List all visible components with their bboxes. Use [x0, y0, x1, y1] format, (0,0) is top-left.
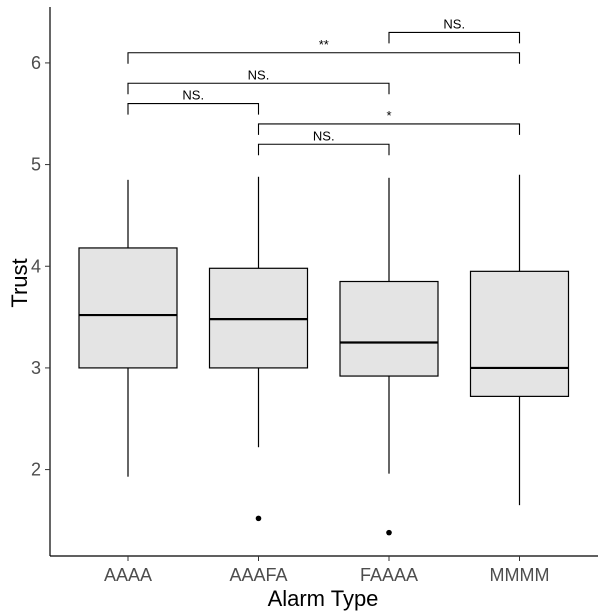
box-group-aaaa: [78, 179, 178, 477]
significance-bracket: [127, 103, 260, 115]
outlier-point: [255, 515, 262, 522]
box-iqr: [469, 270, 570, 397]
comparison-aaaa-mmmm: **: [127, 37, 521, 64]
box-iqr: [339, 280, 439, 377]
significance-label: NS.: [182, 88, 204, 103]
comparison-aaafa-mmmm: *: [257, 108, 521, 135]
comparison-aaaa-aaafa: NS.: [127, 88, 260, 115]
box-group-aaafa: [208, 176, 309, 522]
comparison-aaafa-faaaa: NS.: [257, 128, 390, 156]
y-axis-title: Trust: [7, 258, 32, 307]
significance-label: NS.: [248, 67, 270, 82]
x-tick-label: MMMM: [490, 565, 550, 585]
plot-area: NS. NS. ** NS. * NS.: [78, 16, 570, 536]
y-tick-label: 4: [31, 256, 41, 276]
significance-label: **: [319, 37, 329, 52]
y-tick-label: 2: [31, 460, 41, 480]
significance-label: NS.: [443, 16, 465, 31]
box-group-mmmm: [469, 174, 570, 506]
x-axis-title: Alarm Type: [268, 586, 379, 611]
comparison-aaaa-faaaa: NS.: [127, 67, 390, 95]
outlier-point: [386, 529, 392, 536]
x-tick-label: FAAAA: [360, 565, 418, 585]
y-tick-label: 6: [31, 53, 41, 73]
significance-bracket: [388, 31, 521, 44]
y-axis-ticks: 2 3 4 5 6: [31, 53, 50, 480]
y-tick-label: 5: [31, 155, 41, 175]
box-iqr: [78, 247, 178, 369]
box-group-faaaa: [339, 177, 439, 536]
comparison-faaaa-mmmm: NS.: [388, 16, 521, 44]
x-axis-ticks: AAAA AAAFA FAAAA MMMM: [104, 556, 550, 585]
x-tick-label: AAAFA: [229, 565, 287, 585]
significance-label: *: [386, 108, 391, 123]
significance-bracket: [127, 52, 521, 64]
significance-label: NS.: [313, 128, 335, 143]
y-tick-label: 3: [31, 358, 41, 378]
x-tick-label: AAAA: [104, 565, 152, 585]
significance-bracket: [127, 82, 390, 95]
significance-bracket: [257, 143, 390, 156]
significance-bracket: [257, 123, 521, 135]
